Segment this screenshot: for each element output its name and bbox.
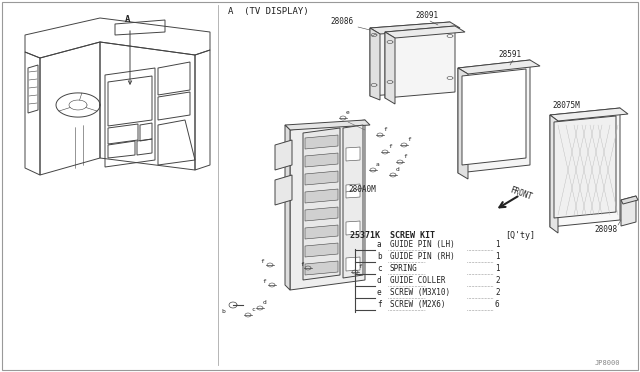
- Text: 2: 2: [495, 276, 500, 285]
- Text: f: f: [260, 259, 264, 264]
- Polygon shape: [285, 120, 370, 130]
- Text: GUIDE PIN (RH): GUIDE PIN (RH): [390, 252, 455, 261]
- Text: d: d: [396, 167, 400, 172]
- Text: e: e: [346, 110, 349, 115]
- Text: FRONT: FRONT: [508, 186, 533, 202]
- Text: JP8000: JP8000: [595, 360, 621, 366]
- Text: e: e: [377, 288, 381, 297]
- Text: SCREW (M3X10): SCREW (M3X10): [390, 288, 450, 297]
- Text: SCREW (M2X6): SCREW (M2X6): [390, 300, 445, 309]
- Polygon shape: [346, 257, 360, 271]
- Polygon shape: [370, 28, 380, 100]
- Polygon shape: [458, 68, 468, 179]
- Text: GUIDE PIN (LH): GUIDE PIN (LH): [390, 240, 455, 249]
- Text: f: f: [403, 154, 407, 159]
- Text: GUIDE COLLER: GUIDE COLLER: [390, 276, 445, 285]
- Polygon shape: [385, 26, 465, 38]
- Text: 28591: 28591: [498, 50, 521, 59]
- Polygon shape: [275, 140, 292, 170]
- Text: c: c: [251, 307, 255, 312]
- Polygon shape: [346, 184, 360, 198]
- Polygon shape: [385, 26, 455, 98]
- Polygon shape: [370, 22, 460, 34]
- Text: f: f: [407, 137, 411, 142]
- Text: A  (TV DISPLAY): A (TV DISPLAY): [228, 7, 308, 16]
- Text: 28086: 28086: [330, 17, 353, 26]
- Polygon shape: [285, 125, 290, 290]
- Polygon shape: [458, 60, 540, 74]
- Polygon shape: [305, 225, 338, 239]
- Polygon shape: [462, 69, 526, 165]
- Polygon shape: [305, 153, 338, 167]
- Text: a: a: [377, 240, 381, 249]
- Polygon shape: [346, 147, 360, 161]
- Text: f: f: [358, 264, 362, 269]
- Text: A: A: [125, 15, 131, 24]
- Text: f: f: [300, 262, 304, 267]
- Polygon shape: [305, 135, 338, 149]
- Text: 25371K  SCREW KIT: 25371K SCREW KIT: [350, 231, 435, 240]
- Text: d: d: [263, 300, 267, 305]
- Polygon shape: [305, 243, 338, 257]
- Text: 1: 1: [495, 264, 500, 273]
- Text: 2: 2: [495, 288, 500, 297]
- Text: 280A0M: 280A0M: [348, 185, 376, 194]
- Text: 28091: 28091: [415, 11, 438, 20]
- Text: 28098: 28098: [594, 225, 617, 234]
- Text: a: a: [376, 162, 380, 167]
- Polygon shape: [305, 171, 338, 185]
- Text: f: f: [262, 279, 266, 284]
- Text: b: b: [221, 309, 225, 314]
- Polygon shape: [550, 115, 558, 233]
- Text: [Q'ty]: [Q'ty]: [505, 231, 535, 240]
- Text: c: c: [377, 264, 381, 273]
- Polygon shape: [370, 22, 450, 96]
- Polygon shape: [458, 60, 530, 173]
- Polygon shape: [275, 175, 292, 205]
- Text: b: b: [377, 252, 381, 261]
- Text: f: f: [388, 144, 392, 149]
- Text: d: d: [377, 276, 381, 285]
- Polygon shape: [290, 120, 365, 290]
- Polygon shape: [305, 189, 338, 203]
- Text: 28075M: 28075M: [552, 101, 580, 110]
- Text: 1: 1: [495, 240, 500, 249]
- Polygon shape: [550, 108, 628, 121]
- Polygon shape: [305, 207, 338, 221]
- Polygon shape: [621, 196, 636, 226]
- Text: 6: 6: [495, 300, 500, 309]
- Polygon shape: [343, 125, 363, 278]
- Text: f: f: [383, 127, 387, 132]
- Polygon shape: [346, 221, 360, 235]
- Polygon shape: [554, 116, 616, 218]
- Polygon shape: [305, 261, 338, 275]
- Text: 1: 1: [495, 252, 500, 261]
- Text: SPRING: SPRING: [390, 264, 418, 273]
- Polygon shape: [385, 32, 395, 104]
- Text: f: f: [377, 300, 381, 309]
- Polygon shape: [550, 108, 620, 227]
- Polygon shape: [621, 196, 638, 204]
- Polygon shape: [303, 128, 340, 280]
